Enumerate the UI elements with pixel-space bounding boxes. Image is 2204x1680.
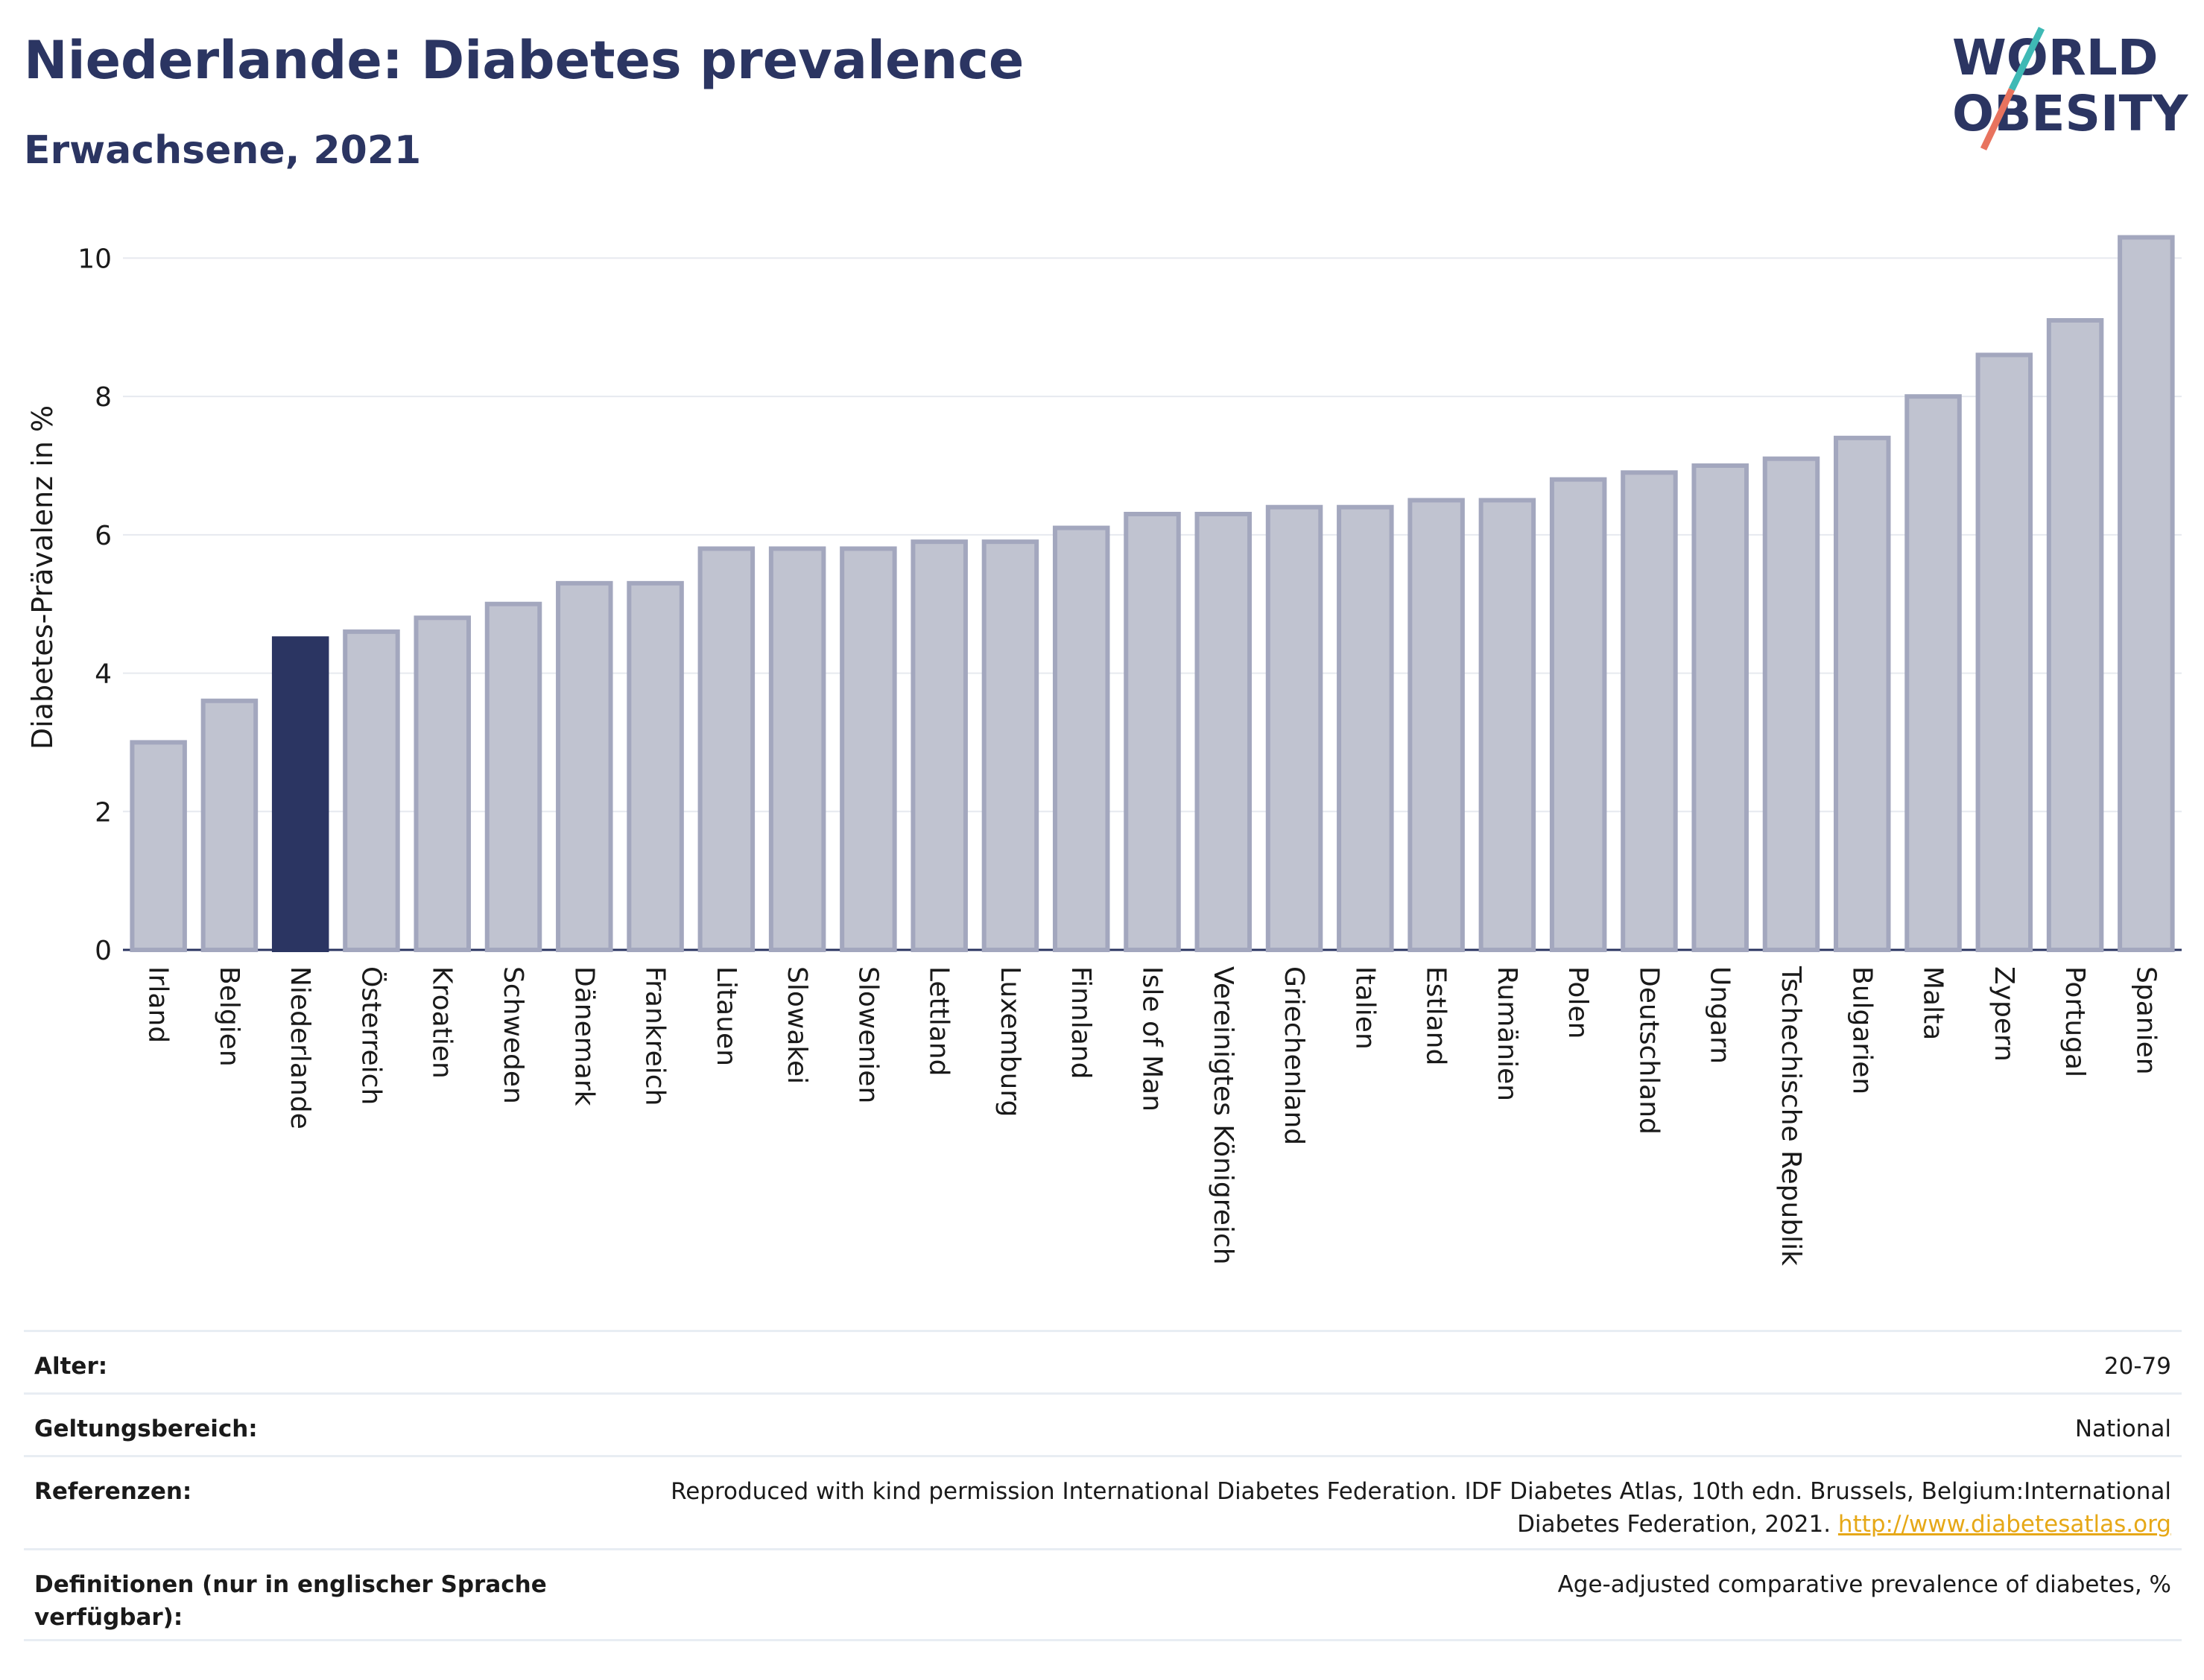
bar-schweden[interactable]	[484, 601, 542, 952]
y-tick-label: 4	[95, 659, 112, 690]
bar-niederlande[interactable]	[271, 636, 329, 953]
meta-scope-value: National	[2074, 1416, 2171, 1442]
bar-polen[interactable]	[1549, 477, 1607, 952]
bar-finnland[interactable]	[1052, 525, 1110, 952]
bar-bulgarien[interactable]	[1834, 435, 1891, 952]
x-tick-label: Schweden	[498, 966, 528, 1104]
x-tick-label: Österreich	[355, 966, 387, 1105]
bar-ungarn[interactable]	[1691, 463, 1749, 952]
bar-malta[interactable]	[1904, 394, 1962, 952]
y-tick-labels: 0 2 4 6 8 10	[77, 244, 112, 966]
x-tick-label: Estland	[1421, 966, 1451, 1065]
meta-ref-label: Referenzen:	[34, 1478, 192, 1505]
meta-ref-link[interactable]: http://www.diabetesatlas.org	[1837, 1511, 2171, 1538]
meta-row-references: Referenzen: Reproduced with kind permiss…	[24, 1455, 2182, 1548]
bar-lettland[interactable]	[911, 539, 968, 952]
meta-def-value: Age-adjusted comparative prevalence of d…	[1557, 1571, 2171, 1598]
x-tick-label: Belgien	[214, 966, 244, 1067]
bar-luxemburg[interactable]	[981, 539, 1039, 952]
bars	[130, 235, 2175, 953]
y-tick-label: 6	[95, 521, 112, 551]
metadata-table: Alter: 20-79 Geltungsbereich: National R…	[24, 1330, 2182, 1641]
bar-griechenland[interactable]	[1265, 504, 1323, 952]
bar-litauen[interactable]	[697, 546, 756, 952]
bar-chart: 0 2 4 6 8 10 Irland Belgien Niederlande Österrei…	[26, 235, 2182, 1266]
meta-age-value: 20-79	[2103, 1353, 2171, 1380]
x-tick-label: Slowenien	[852, 966, 883, 1103]
bar-irland[interactable]	[130, 740, 187, 953]
y-tick-label: 0	[95, 936, 112, 966]
x-tick-label: Dänemark	[569, 966, 599, 1106]
x-tick-label: Niederlande	[285, 966, 315, 1129]
bar-estland[interactable]	[1407, 498, 1465, 952]
bar-rumänien[interactable]	[1478, 498, 1536, 952]
logo-line1: WORLD	[1952, 29, 2159, 86]
logo-teal-stroke	[2008, 27, 2045, 91]
bar-österreich[interactable]	[343, 629, 400, 952]
x-tick-label: Litauen	[711, 966, 741, 1066]
x-tick-label: Isle of Man	[1137, 966, 1168, 1112]
x-tick-label: Lettland	[924, 966, 954, 1077]
bar-belgien[interactable]	[200, 698, 259, 952]
bar-spanien[interactable]	[2118, 235, 2175, 953]
x-tick-label: Griechenland	[1279, 966, 1309, 1145]
page-subtitle: Erwachsene, 2021	[24, 128, 422, 173]
bar-frankreich[interactable]	[627, 580, 684, 952]
x-tick-label: Malta	[1918, 966, 1948, 1040]
x-tick-label: Spanien	[2130, 966, 2161, 1075]
page-title: Niederlande: Diabetes prevalence	[24, 30, 1025, 91]
bar-italien[interactable]	[1337, 504, 1394, 952]
x-tick-label: Frankreich	[640, 966, 671, 1106]
x-tick-label: Finnland	[1065, 966, 1096, 1079]
x-tick-label: Polen	[1562, 966, 1593, 1039]
world-obesity-logo: WORLD OBESITY	[1952, 27, 2189, 150]
meta-scope-label: Geltungsbereich:	[34, 1416, 258, 1442]
y-tick-label: 10	[77, 244, 112, 274]
x-tick-label: Tschechische Republik	[1776, 966, 1806, 1266]
x-tick-label: Rumänien	[1492, 966, 1522, 1101]
meta-row-definitions: Definitionen (nur in englischer Sprache …	[24, 1548, 2182, 1641]
y-tick-label: 8	[95, 382, 112, 413]
x-tick-label: Kroatien	[427, 966, 457, 1079]
x-tick-label: Irland	[143, 966, 174, 1043]
meta-ref-value: Reproduced with kind permission Internat…	[644, 1475, 2171, 1548]
meta-def-label: Definitionen (nur in englischer Sprache …	[34, 1571, 547, 1631]
bar-zypern[interactable]	[1975, 352, 2033, 952]
x-tick-label: Italien	[1349, 966, 1380, 1050]
meta-age-label: Alter:	[34, 1353, 108, 1380]
x-tick-label: Ungarn	[1705, 966, 1735, 1064]
x-tick-labels: Irland Belgien Niederlande Österreich Kroati…	[143, 966, 2162, 1266]
bar-vereinigtes-königreich[interactable]	[1194, 512, 1253, 952]
x-tick-label: Bulgarien	[1846, 966, 1877, 1094]
bar-kroatien[interactable]	[414, 615, 471, 952]
x-tick-label: Portugal	[2059, 966, 2090, 1077]
bar-slowenien[interactable]	[840, 546, 897, 952]
x-tick-label: Deutschland	[1633, 966, 1664, 1135]
bar-slowakei[interactable]	[768, 546, 826, 952]
meta-ref-text: Reproduced with kind permission Internat…	[671, 1478, 2171, 1538]
x-tick-label: Zypern	[1989, 966, 2019, 1062]
x-tick-label: Slowakei	[782, 966, 812, 1084]
bar-isle-of-man[interactable]	[1124, 512, 1181, 952]
x-tick-label: Luxemburg	[995, 966, 1025, 1117]
meta-row-age: Alter: 20-79	[24, 1330, 2182, 1392]
bar-deutschland[interactable]	[1621, 470, 1678, 952]
bar-tschechische-republik[interactable]	[1762, 456, 1820, 952]
meta-row-scope: Geltungsbereich: National	[24, 1392, 2182, 1455]
bar-dänemark[interactable]	[556, 580, 613, 952]
y-axis-label: Diabetes-Prävalenz in %	[26, 405, 59, 749]
logo-coral-stroke	[1980, 88, 2015, 150]
x-tick-label: Vereinigtes Königreich	[1208, 966, 1238, 1265]
bar-portugal[interactable]	[2046, 318, 2104, 952]
y-tick-label: 2	[95, 797, 112, 828]
